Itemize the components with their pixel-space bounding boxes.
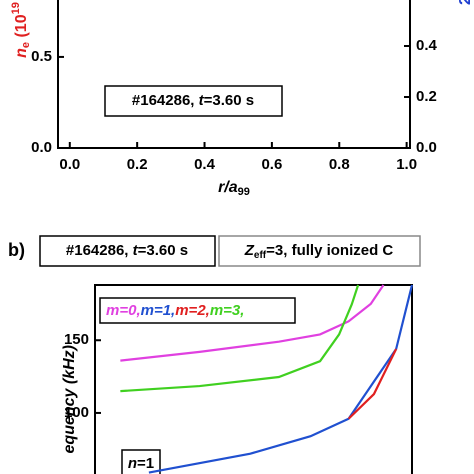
annotation-part: =3.60 s bbox=[204, 92, 254, 109]
series-line bbox=[347, 348, 398, 420]
info-part: Z bbox=[244, 242, 255, 259]
legend-entry: m=0, bbox=[106, 302, 141, 319]
y-label-part: (10 bbox=[13, 14, 30, 42]
info-box bbox=[39, 235, 216, 267]
annotation-part: #164286, bbox=[132, 92, 199, 109]
y2-tick-label: 0.6 bbox=[416, 0, 437, 3]
legend-entry: m=1, bbox=[141, 302, 176, 319]
annotation-part: =1 bbox=[137, 455, 154, 472]
y-axis-label: equency (kHz) bbox=[61, 345, 78, 453]
y-label-part: n bbox=[13, 48, 30, 58]
x-tick-label: 0.2 bbox=[127, 156, 148, 173]
info-text: Zeff=3, fully ionized C bbox=[244, 242, 394, 261]
y-tick-label: 150 bbox=[64, 331, 89, 348]
annotation-box bbox=[104, 85, 283, 117]
plot-frame bbox=[57, 0, 411, 149]
x-label-part: 99 bbox=[238, 186, 250, 198]
y2-axis-label: 2π bbox=[457, 0, 474, 5]
plot-frame bbox=[94, 284, 413, 474]
x-axis-label: r/a99 bbox=[218, 179, 250, 198]
panel-label: b) bbox=[8, 240, 25, 260]
info-part: =3.60 s bbox=[138, 242, 188, 259]
series-line bbox=[148, 284, 414, 474]
legend: m=0,m=1,m=2,m=3, bbox=[106, 302, 244, 319]
info-text: #164286, t=3.60 s bbox=[66, 242, 188, 259]
info-part: eff bbox=[254, 250, 267, 261]
legend-entry: m=2, bbox=[175, 302, 210, 319]
info-part: =3, fully ionized C bbox=[266, 242, 393, 259]
y-label-part: 19 bbox=[10, 2, 22, 14]
annotation: n=1 bbox=[128, 455, 154, 472]
x-tick-label: 1.0 bbox=[396, 156, 417, 173]
x-tick-label: 0.8 bbox=[329, 156, 350, 173]
x-tick-label: 0.6 bbox=[261, 156, 282, 173]
annotation-part: n bbox=[128, 455, 137, 472]
series-line bbox=[120, 284, 360, 393]
x-tick-label: 0.0 bbox=[59, 156, 80, 173]
y-tick-label: 0.5 bbox=[31, 48, 52, 65]
info-part: t bbox=[133, 242, 139, 259]
y2-tick-label: 0.0 bbox=[416, 139, 437, 156]
annotation-box bbox=[121, 449, 161, 474]
x-tick-label: 0.4 bbox=[194, 156, 216, 173]
y2-tick-label: 0.4 bbox=[416, 37, 438, 54]
annotation: #164286, t=3.60 s bbox=[132, 92, 254, 109]
legend-box bbox=[99, 297, 296, 324]
y-label-part: e bbox=[20, 42, 32, 48]
info-part: #164286, bbox=[66, 242, 133, 259]
y-tick-label: 0.0 bbox=[31, 139, 52, 156]
y2-tick-label: 0.2 bbox=[416, 88, 437, 105]
y-axis-label: ne (1019 bbox=[10, 2, 32, 58]
annotation-part: t bbox=[199, 92, 205, 109]
legend-entry: m=3, bbox=[210, 302, 245, 319]
y-tick-label: 100 bbox=[64, 404, 89, 421]
info-box bbox=[218, 235, 421, 267]
x-label-part: r/a bbox=[218, 179, 238, 196]
series-line bbox=[120, 284, 385, 362]
